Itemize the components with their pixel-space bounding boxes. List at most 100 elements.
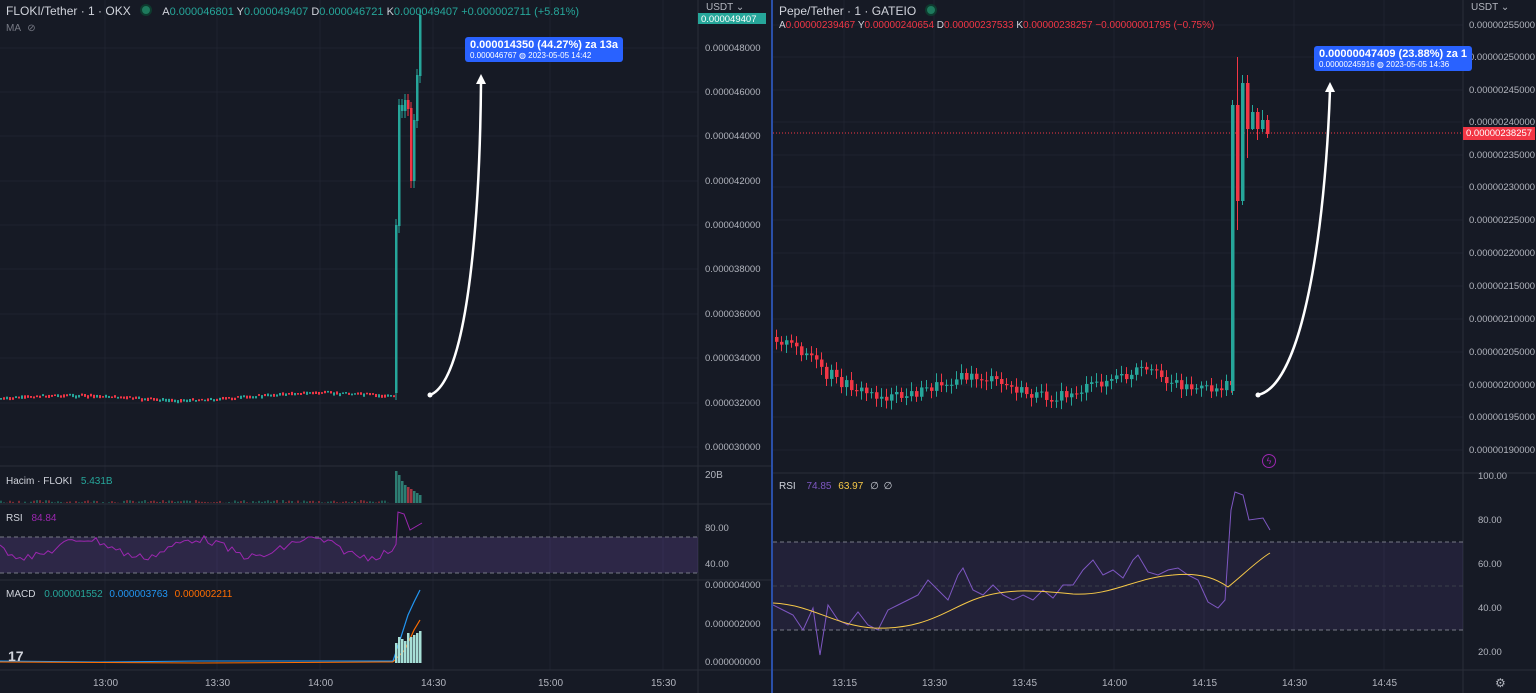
- candle: [1220, 388, 1224, 391]
- volume-bar: [180, 501, 182, 503]
- candle: [177, 400, 179, 404]
- volume-bar: [267, 500, 269, 503]
- candle: [880, 396, 884, 399]
- volume-bar: [363, 500, 365, 503]
- time-tick: 15:30: [651, 678, 676, 689]
- candle: [195, 399, 197, 402]
- right-chart-canvas[interactable]: 0.00000255000 0.00000250000 0.00000245000 0…: [773, 0, 1536, 693]
- candle: [267, 393, 269, 397]
- candle: [69, 393, 71, 396]
- candle: [775, 337, 779, 342]
- change-value: +0.000002711 (+5.81%): [461, 6, 580, 18]
- candle: [306, 391, 308, 395]
- volume-bar: [207, 502, 209, 503]
- volume-bar: [381, 500, 383, 503]
- candle: [404, 100, 407, 111]
- volume-bar: [273, 500, 275, 503]
- rsi-legend[interactable]: RSI 74.85 63.97 ∅ ∅: [779, 481, 893, 492]
- measure-tooltip: 0.00000047409 (23.88%) za 1 0.0000024591…: [1314, 46, 1473, 71]
- macd-legend[interactable]: MACD 0.000001552 0.000003763 0.000002211: [6, 589, 233, 600]
- candle: [1261, 120, 1265, 129]
- candle: [21, 395, 23, 399]
- price-tick: 0.00000245000: [1469, 85, 1535, 96]
- volume-bar: [168, 500, 170, 503]
- price-tick: 0.00000190000: [1469, 445, 1535, 456]
- candle: [895, 392, 899, 395]
- volume-bar: [96, 501, 98, 503]
- volume-legend[interactable]: Hacim · FLOKI 5.431B: [6, 476, 113, 487]
- candle: [915, 391, 919, 397]
- candle: [1095, 381, 1099, 383]
- volume-bar: [84, 501, 86, 503]
- candle: [276, 394, 278, 397]
- rsi-legend[interactable]: RSI 84.84: [6, 513, 57, 524]
- currency-selector[interactable]: USDT ⌄: [706, 2, 745, 13]
- volume-bar: [12, 501, 14, 503]
- volume-bar: [39, 500, 41, 503]
- candle: [312, 391, 314, 395]
- gear-icon[interactable]: ⚙: [1495, 676, 1506, 690]
- rsi-ma-line: [773, 552, 1271, 629]
- volume-bar: [309, 500, 311, 503]
- tradingview-logo[interactable]: 17: [8, 648, 24, 664]
- candle: [33, 396, 35, 399]
- left-chart-pane[interactable]: 0.000048000 0.000046000 0.000044000 0.00004…: [0, 0, 771, 693]
- macd-histogram-bar: [410, 637, 413, 663]
- candle: [0, 397, 2, 400]
- candle: [273, 393, 275, 397]
- volume-bar: [0, 500, 2, 503]
- high-label: Y: [236, 6, 245, 18]
- price-tick: 0.000036000: [705, 309, 760, 320]
- right-symbol-title[interactable]: Pepe/Tether · 1 · GATEIO: [779, 4, 917, 18]
- candle: [261, 395, 263, 399]
- volume-bar: [138, 501, 140, 503]
- volume-bar: [410, 489, 413, 503]
- price-tick: 0.00000255000: [1469, 20, 1535, 31]
- volume-bar: [213, 502, 215, 503]
- candle: [27, 395, 29, 398]
- volume-bar: [36, 500, 38, 503]
- candle: [186, 399, 188, 403]
- candle: [1045, 391, 1049, 400]
- price-tick: 0.00000210000: [1469, 314, 1535, 325]
- volume-bar: [413, 491, 416, 503]
- high-value: 0.00000240654: [864, 20, 935, 31]
- ma-indicator-row[interactable]: MA ⊘: [6, 23, 36, 34]
- candle: [369, 393, 371, 396]
- volume-bar: [255, 502, 257, 503]
- ma-label: MA: [6, 23, 21, 34]
- candle: [249, 395, 251, 399]
- high-value: 0.000049407: [244, 6, 309, 18]
- candle: [865, 387, 869, 394]
- measure-arrow: [429, 81, 483, 397]
- left-chart-canvas[interactable]: 0.000048000 0.000046000 0.000044000 0.00004…: [0, 0, 771, 693]
- currency-selector[interactable]: USDT ⌄: [1471, 2, 1510, 13]
- price-tick: 0.00000240000: [1469, 117, 1535, 128]
- candle: [9, 397, 11, 401]
- eye-hidden-icon[interactable]: ⊘: [27, 23, 36, 34]
- candle: [357, 392, 359, 395]
- measure-main: 0.00000047409 (23.88%) za 1: [1319, 48, 1468, 60]
- candle: [1040, 391, 1044, 393]
- volume-bar: [111, 501, 113, 503]
- candle: [324, 390, 326, 394]
- left-symbol-title[interactable]: FLOKI/Tether · 1 · OKX: [6, 4, 131, 18]
- price-tick: 0.000040000: [705, 220, 760, 231]
- price-tick: 0.000032000: [705, 398, 760, 409]
- right-chart-pane[interactable]: 0.00000255000 0.00000250000 0.00000245000 0…: [773, 0, 1536, 693]
- volume-bar: [78, 502, 80, 503]
- volume-bar: [395, 471, 398, 503]
- candle: [375, 393, 377, 398]
- candle: [900, 392, 904, 398]
- candle: [1185, 384, 1189, 390]
- macd-line-value: 0.000003763: [109, 589, 168, 600]
- time-tick: 14:30: [1282, 678, 1307, 689]
- candle: [333, 392, 335, 396]
- candle: [339, 393, 341, 397]
- candle: [279, 392, 281, 396]
- volume-bar: [276, 500, 278, 503]
- volume-bar: [378, 501, 380, 503]
- pane-divider[interactable]: [771, 0, 773, 693]
- time-tick: 14:45: [1372, 678, 1397, 689]
- lightning-icon[interactable]: ϟ: [1262, 454, 1276, 468]
